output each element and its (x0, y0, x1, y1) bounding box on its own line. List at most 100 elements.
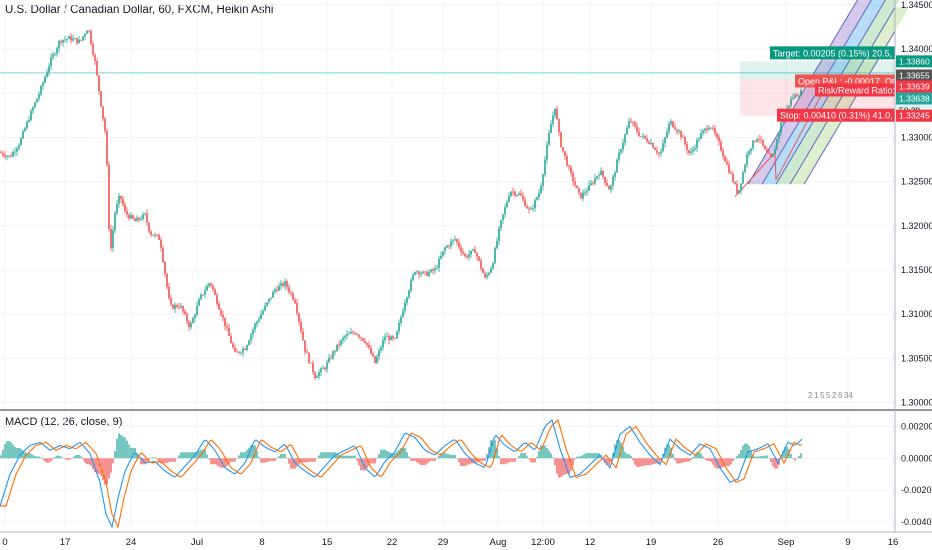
candle-body (268, 298, 270, 303)
candle-body (150, 231, 152, 235)
price-tick-label: 1.30500 (901, 353, 932, 363)
candle-body (510, 191, 512, 197)
candle-body (346, 334, 348, 336)
candle-body (718, 137, 720, 142)
candle-body (242, 348, 244, 353)
candle-body (440, 255, 442, 259)
macd-histogram-bar (240, 452, 242, 459)
price-tick-label: 1.31500 (901, 265, 932, 275)
macd-histogram-bar (262, 458, 264, 463)
macd-histogram-bar (732, 458, 734, 462)
macd-histogram-bar (42, 458, 44, 460)
candle-body (612, 176, 614, 186)
candle-body (546, 144, 548, 160)
candle-body (570, 167, 572, 174)
candle-body (466, 256, 468, 258)
macd-histogram-bar (52, 458, 54, 460)
candle-body (136, 217, 138, 222)
price-tick-label: 1.34500 (901, 0, 932, 10)
candle-body (182, 306, 184, 312)
macd-histogram-bar (296, 458, 298, 467)
candle-body (48, 66, 50, 73)
macd-histogram-bar (682, 458, 684, 463)
macd-histogram-bar (516, 458, 518, 459)
candle-body (176, 305, 178, 308)
macd-histogram-bar (322, 452, 324, 459)
candle-body (248, 340, 250, 346)
macd-histogram-bar (268, 458, 270, 462)
macd-histogram-bar (372, 458, 374, 464)
candle-body (158, 235, 160, 240)
candle-body (748, 151, 750, 155)
macd-histogram-bar (74, 455, 76, 459)
macd-histogram-bar (762, 455, 764, 459)
candle-body (472, 249, 474, 251)
candle-body (114, 212, 116, 231)
macd-histogram-bar (674, 458, 676, 461)
macd-histogram-bar (574, 458, 576, 460)
macd-histogram-bar (588, 453, 590, 459)
candle-body (616, 160, 618, 173)
candle-body (568, 165, 570, 168)
candles-layer (0, 29, 802, 381)
macd-histogram-bar (304, 458, 306, 463)
macd-histogram-bar (228, 458, 230, 464)
macd-histogram-bar (622, 447, 624, 459)
candle-body (380, 347, 382, 351)
macd-histogram-bar (298, 458, 300, 465)
macd-histogram-bar (104, 458, 106, 485)
macd-histogram-bar (380, 449, 382, 459)
macd-histogram-bar (462, 458, 464, 467)
macd-histogram-bar (714, 458, 716, 468)
candle-body (296, 303, 298, 314)
candle-body (628, 121, 630, 129)
macd-histogram-bar (138, 458, 140, 459)
candle-body (588, 184, 590, 191)
candle-body (392, 336, 394, 339)
macd-histogram-bar (768, 457, 770, 459)
candle-body (658, 152, 660, 154)
macd-histogram-bar (340, 455, 342, 459)
candle-body (112, 230, 114, 248)
candle-body (672, 121, 674, 128)
current-price-tag: 1.33638 (899, 93, 930, 103)
candle-body (134, 218, 136, 222)
candle-body (236, 351, 238, 353)
macd-histogram-bar (734, 457, 736, 459)
candle-body (446, 245, 448, 248)
macd-histogram-bar (728, 458, 730, 467)
candle-body (720, 141, 722, 151)
macd-histogram-bar (66, 458, 68, 460)
macd-histogram-bar (120, 434, 122, 459)
macd-histogram-bar (782, 450, 784, 459)
candle-body (394, 338, 396, 340)
candle-body (376, 356, 378, 363)
candle-body (216, 294, 218, 304)
macd-histogram-bar (316, 458, 318, 459)
macd-histogram-bar (544, 445, 546, 459)
date-tick-label: 12:00 (531, 537, 555, 548)
macd-histogram-bar (26, 453, 28, 459)
macd-histogram-bar (68, 458, 70, 460)
macd-histogram-bar (616, 440, 618, 459)
macd-histogram-bar (618, 440, 620, 459)
candle-body (290, 292, 292, 294)
candle-body (692, 149, 694, 152)
macd-histogram-bar (444, 453, 446, 459)
macd-histogram-bar (56, 455, 58, 459)
macd-histogram-bar (442, 453, 444, 459)
candle-body (292, 293, 294, 300)
stop-price-tag: 1.33245 (899, 111, 930, 121)
candle-body (164, 261, 166, 274)
macd-histogram-bar (546, 448, 548, 459)
macd-histogram-bar (48, 458, 50, 463)
candle-body (8, 155, 10, 157)
candle-body (738, 190, 740, 194)
candle-body (344, 335, 346, 338)
candle-body (762, 139, 764, 146)
candle-body (450, 241, 452, 247)
macd-histogram-bar (628, 453, 630, 459)
candle-body (704, 128, 706, 131)
macd-histogram-bar (528, 458, 530, 460)
